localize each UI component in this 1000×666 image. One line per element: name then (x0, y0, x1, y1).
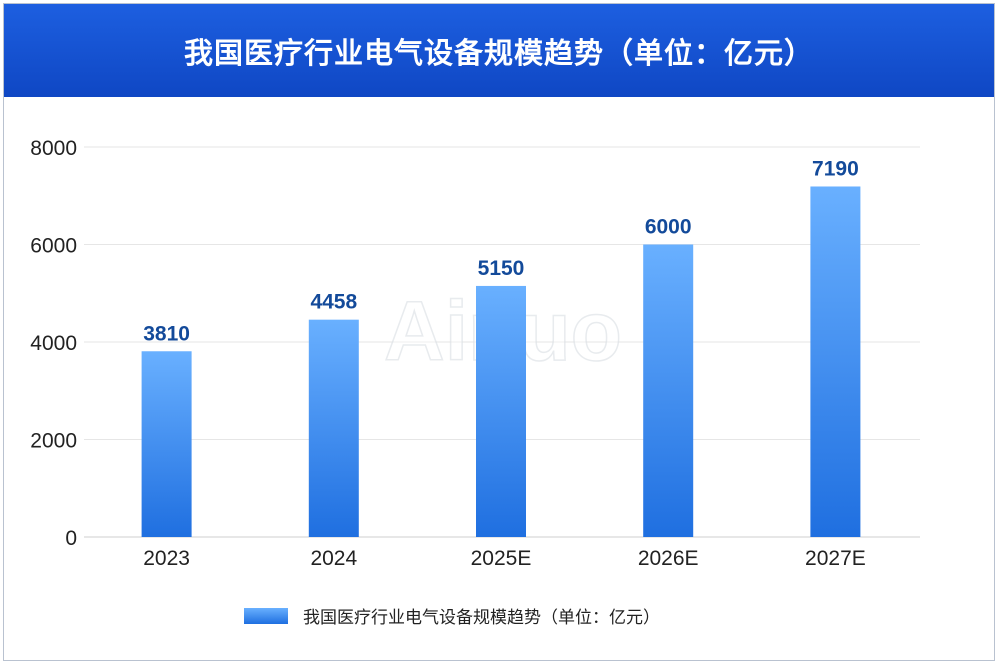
chart-title: 我国医疗行业电气设备规模趋势（单位：亿元） (183, 35, 814, 70)
x-tick-label: 2023 (143, 547, 190, 570)
data-label: 3810 (143, 322, 190, 345)
y-tick-label: 4000 (30, 332, 77, 355)
y-tick-label: 2000 (30, 430, 77, 453)
data-label: 6000 (645, 216, 692, 239)
title-banner: 我国医疗行业电气设备规模趋势（单位：亿元） (4, 4, 994, 97)
x-tick-label: 2026E (638, 547, 699, 570)
data-label: 4458 (310, 291, 357, 314)
bar (308, 319, 359, 537)
bar (810, 186, 861, 538)
bars: 3810 4458 5150 6000 7190 (141, 157, 861, 538)
bar (643, 244, 694, 537)
legend: 我国医疗行业电气设备规模趋势（单位：亿元） (244, 608, 660, 628)
y-tick-label: 6000 (30, 235, 77, 258)
x-tick-label: 2027E (805, 547, 866, 570)
bar (141, 351, 192, 537)
x-tick-label: 2025E (471, 547, 532, 570)
x-axis: 2023 2024 2025E 2026E 2027E (143, 547, 866, 570)
y-axis: 0 2000 4000 6000 8000 (30, 137, 77, 550)
y-tick-label: 0 (65, 527, 77, 550)
bar (476, 285, 526, 537)
legend-label: 我国医疗行业电气设备规模趋势（单位：亿元） (303, 608, 660, 628)
y-tick-label: 8000 (30, 137, 77, 160)
data-label: 5150 (478, 257, 525, 280)
data-label: 7190 (812, 157, 859, 180)
legend-swatch (244, 608, 288, 624)
x-tick-label: 2024 (310, 547, 357, 570)
